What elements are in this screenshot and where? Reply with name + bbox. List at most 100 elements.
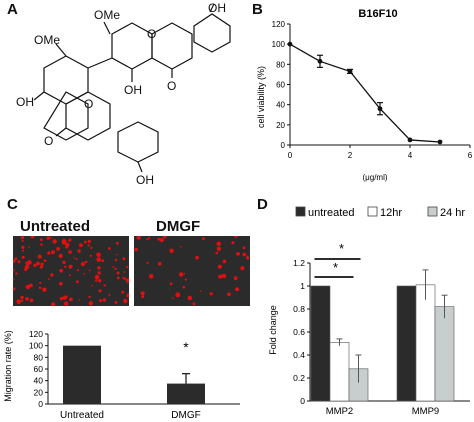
chart-b16f10: B16F10 cell viability (%) (μg/ml) 020406… (256, 8, 473, 182)
cell-marker (134, 247, 138, 252)
cell-marker (195, 255, 199, 260)
cell-marker (175, 292, 181, 298)
cell-marker (59, 296, 64, 301)
cell-marker (27, 260, 32, 265)
cell-marker (88, 301, 94, 306)
cell-marker (13, 268, 15, 272)
cell-marker (240, 266, 245, 271)
cell-marker (39, 281, 42, 285)
cell-marker (61, 238, 67, 244)
cell-marker (38, 286, 42, 290)
chart-b-xtick-label: 0 (288, 151, 293, 160)
cell-marker (78, 299, 80, 301)
cell-marker (46, 236, 51, 240)
cell-marker (97, 266, 101, 270)
cell-marker (126, 293, 129, 298)
chart-b-xtick-label: 6 (468, 151, 473, 160)
hydroxy-label-bottom: OH (136, 173, 154, 187)
chart-d-category-label: MMP9 (412, 406, 439, 417)
chart-d-ytick-label: 1 (300, 281, 305, 291)
micrograph-dmgf (134, 236, 250, 306)
chart-b-ylabel: cell viability (%) (256, 66, 266, 128)
cell-marker (84, 260, 88, 264)
carbonyl-oxygen-lower: O (44, 134, 53, 148)
cell-marker (180, 245, 182, 248)
cell-marker (20, 236, 25, 240)
cell-marker (79, 243, 83, 248)
chart-b-data-point (287, 41, 293, 47)
cell-marker (216, 246, 222, 251)
chart-b-ytick-label: 100 (272, 40, 286, 49)
chart-fold-change: untreated 12hr 24 hr Fold change 0 0.2 0.4 0.… (268, 206, 470, 417)
cell-marker (73, 257, 75, 259)
cell-marker (21, 239, 24, 242)
cell-marker (56, 247, 60, 251)
micrograph-label-dmgf: DMGF (156, 218, 201, 235)
chart-c-bar (167, 383, 205, 404)
cell-marker (126, 281, 129, 284)
cell-marker (95, 279, 98, 282)
panel-label-d: D (257, 196, 268, 213)
cell-marker (64, 301, 69, 306)
cell-marker (141, 295, 145, 299)
cell-marker (68, 239, 71, 242)
chart-c-ytick-label: 100 (29, 341, 43, 351)
methoxy-label-lower: OMe (34, 33, 60, 47)
chart-b-xlabel: (μg/ml) (362, 173, 387, 182)
ring-oxygen-lower: O (84, 97, 93, 111)
cell-marker (20, 295, 24, 300)
chart-b-xtick-label: 2 (348, 151, 353, 160)
cell-marker (29, 283, 33, 288)
cell-marker (75, 258, 78, 261)
chart-d-legend-label: 24 hr (440, 207, 465, 219)
chart-b-ytick-label: 80 (276, 60, 285, 69)
cell-marker (38, 262, 40, 265)
cell-marker (29, 298, 34, 303)
cell-marker (98, 279, 102, 283)
chart-d-significance-star: * (333, 260, 338, 275)
chart-d-ytick-label: 0.4 (293, 350, 305, 360)
cell-marker (90, 246, 93, 249)
cell-marker (218, 274, 223, 279)
cell-marker (25, 297, 29, 301)
cell-marker (83, 272, 86, 275)
cell-marker (40, 262, 44, 266)
chart-d-ytick-label: 0.2 (293, 373, 305, 383)
cell-marker (236, 251, 240, 256)
cell-marker (116, 253, 118, 256)
chart-c-ytick-label: 20 (34, 387, 44, 397)
cell-marker (147, 237, 151, 240)
cell-marker (24, 268, 28, 271)
cell-marker (17, 260, 21, 264)
panel-label-b: B (252, 1, 263, 18)
cell-marker (157, 261, 162, 266)
cell-marker (43, 259, 47, 262)
cell-marker (59, 281, 63, 286)
micrograph-untreated (13, 236, 129, 306)
cell-marker (162, 236, 167, 239)
cell-marker (217, 264, 222, 269)
chart-d-ylabel: Fold change (268, 305, 278, 355)
cell-marker (234, 236, 238, 238)
chart-b-ytick-label: 60 (276, 81, 285, 90)
cell-marker (114, 301, 118, 304)
chart-d-legend-swatch (367, 206, 378, 217)
cell-marker (97, 271, 101, 275)
chart-c-category-label: Untreated (60, 410, 104, 421)
cell-marker (39, 238, 43, 241)
cell-marker (122, 276, 125, 279)
chart-b-data-point (377, 106, 383, 112)
cell-marker (146, 261, 149, 264)
chart-d-significance-star: * (339, 241, 344, 256)
cell-marker (242, 246, 246, 250)
chart-d-ytick-label: 0.8 (293, 304, 305, 314)
cell-marker (101, 259, 104, 262)
cell-marker (192, 302, 196, 306)
cell-marker (50, 273, 54, 277)
chart-b-data-point (407, 137, 413, 143)
cell-marker (47, 251, 51, 255)
cell-marker (233, 276, 238, 281)
chart-b-ytick-label: 0 (281, 141, 286, 150)
hydroxy-label-mid: OH (124, 83, 142, 97)
